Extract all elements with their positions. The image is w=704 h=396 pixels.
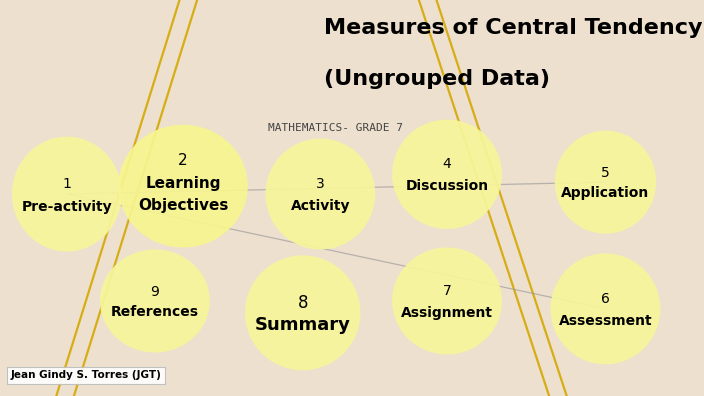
Text: 8: 8	[298, 293, 308, 312]
Text: Assessment: Assessment	[559, 314, 652, 328]
Ellipse shape	[245, 255, 360, 370]
Ellipse shape	[12, 137, 122, 251]
Text: 3: 3	[316, 177, 325, 191]
Text: Activity: Activity	[291, 199, 350, 213]
Text: 9: 9	[151, 285, 159, 299]
Text: Objectives: Objectives	[138, 198, 228, 213]
Text: Application: Application	[561, 187, 650, 200]
Text: 4: 4	[443, 157, 451, 171]
Text: Pre-activity: Pre-activity	[22, 200, 112, 214]
Text: Assignment: Assignment	[401, 306, 493, 320]
Text: Jean Gindy S. Torres (JGT): Jean Gindy S. Torres (JGT)	[11, 370, 161, 380]
Ellipse shape	[392, 248, 502, 354]
Ellipse shape	[555, 131, 656, 234]
Ellipse shape	[100, 249, 210, 352]
Text: 1: 1	[63, 177, 71, 191]
Ellipse shape	[265, 139, 375, 249]
Text: 5: 5	[601, 166, 610, 180]
Text: References: References	[111, 305, 199, 319]
Ellipse shape	[392, 120, 502, 229]
Text: Measures of Central Tendency: Measures of Central Tendency	[324, 18, 703, 38]
Text: 7: 7	[443, 284, 451, 298]
Text: Discussion: Discussion	[406, 179, 489, 193]
Text: (Ungrouped Data): (Ungrouped Data)	[324, 69, 550, 89]
Ellipse shape	[118, 125, 248, 248]
Text: Learning: Learning	[145, 175, 221, 190]
Text: MATHEMATICS- GRADE 7: MATHEMATICS- GRADE 7	[268, 123, 403, 133]
Text: Summary: Summary	[255, 316, 351, 335]
Text: 2: 2	[178, 153, 188, 168]
Ellipse shape	[551, 253, 660, 364]
Text: 6: 6	[601, 292, 610, 306]
